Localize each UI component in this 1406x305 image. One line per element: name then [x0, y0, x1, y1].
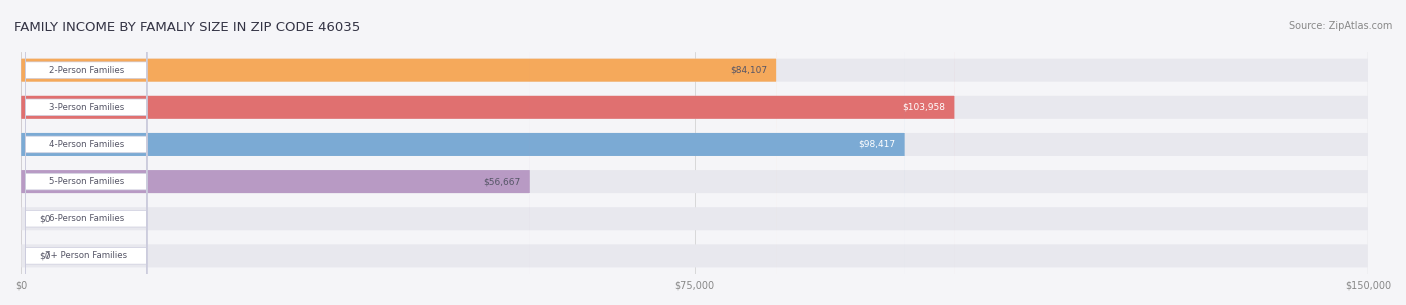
Text: 7+ Person Families: 7+ Person Families	[45, 251, 128, 260]
Text: Source: ZipAtlas.com: Source: ZipAtlas.com	[1288, 21, 1392, 31]
Text: FAMILY INCOME BY FAMALIY SIZE IN ZIP CODE 46035: FAMILY INCOME BY FAMALIY SIZE IN ZIP COD…	[14, 21, 360, 34]
Text: $0: $0	[39, 214, 51, 223]
FancyBboxPatch shape	[21, 0, 955, 305]
FancyBboxPatch shape	[25, 0, 146, 248]
Text: $0: $0	[39, 251, 51, 260]
Text: $98,417: $98,417	[859, 140, 896, 149]
FancyBboxPatch shape	[21, 0, 905, 305]
FancyBboxPatch shape	[25, 41, 146, 305]
FancyBboxPatch shape	[21, 0, 1368, 305]
FancyBboxPatch shape	[21, 0, 776, 305]
Text: $103,958: $103,958	[903, 103, 946, 112]
FancyBboxPatch shape	[25, 0, 146, 210]
FancyBboxPatch shape	[25, 4, 146, 285]
Text: 5-Person Families: 5-Person Families	[49, 177, 124, 186]
FancyBboxPatch shape	[25, 78, 146, 305]
FancyBboxPatch shape	[21, 0, 1368, 305]
Text: 4-Person Families: 4-Person Families	[49, 140, 124, 149]
FancyBboxPatch shape	[21, 0, 530, 305]
Text: $56,667: $56,667	[484, 177, 522, 186]
Text: $84,107: $84,107	[730, 66, 768, 75]
FancyBboxPatch shape	[21, 0, 1368, 305]
Text: 6-Person Families: 6-Person Families	[49, 214, 124, 223]
Text: 2-Person Families: 2-Person Families	[49, 66, 124, 75]
FancyBboxPatch shape	[25, 116, 146, 305]
FancyBboxPatch shape	[21, 0, 1368, 305]
Text: 3-Person Families: 3-Person Families	[49, 103, 124, 112]
FancyBboxPatch shape	[21, 0, 1368, 305]
FancyBboxPatch shape	[21, 0, 1368, 305]
